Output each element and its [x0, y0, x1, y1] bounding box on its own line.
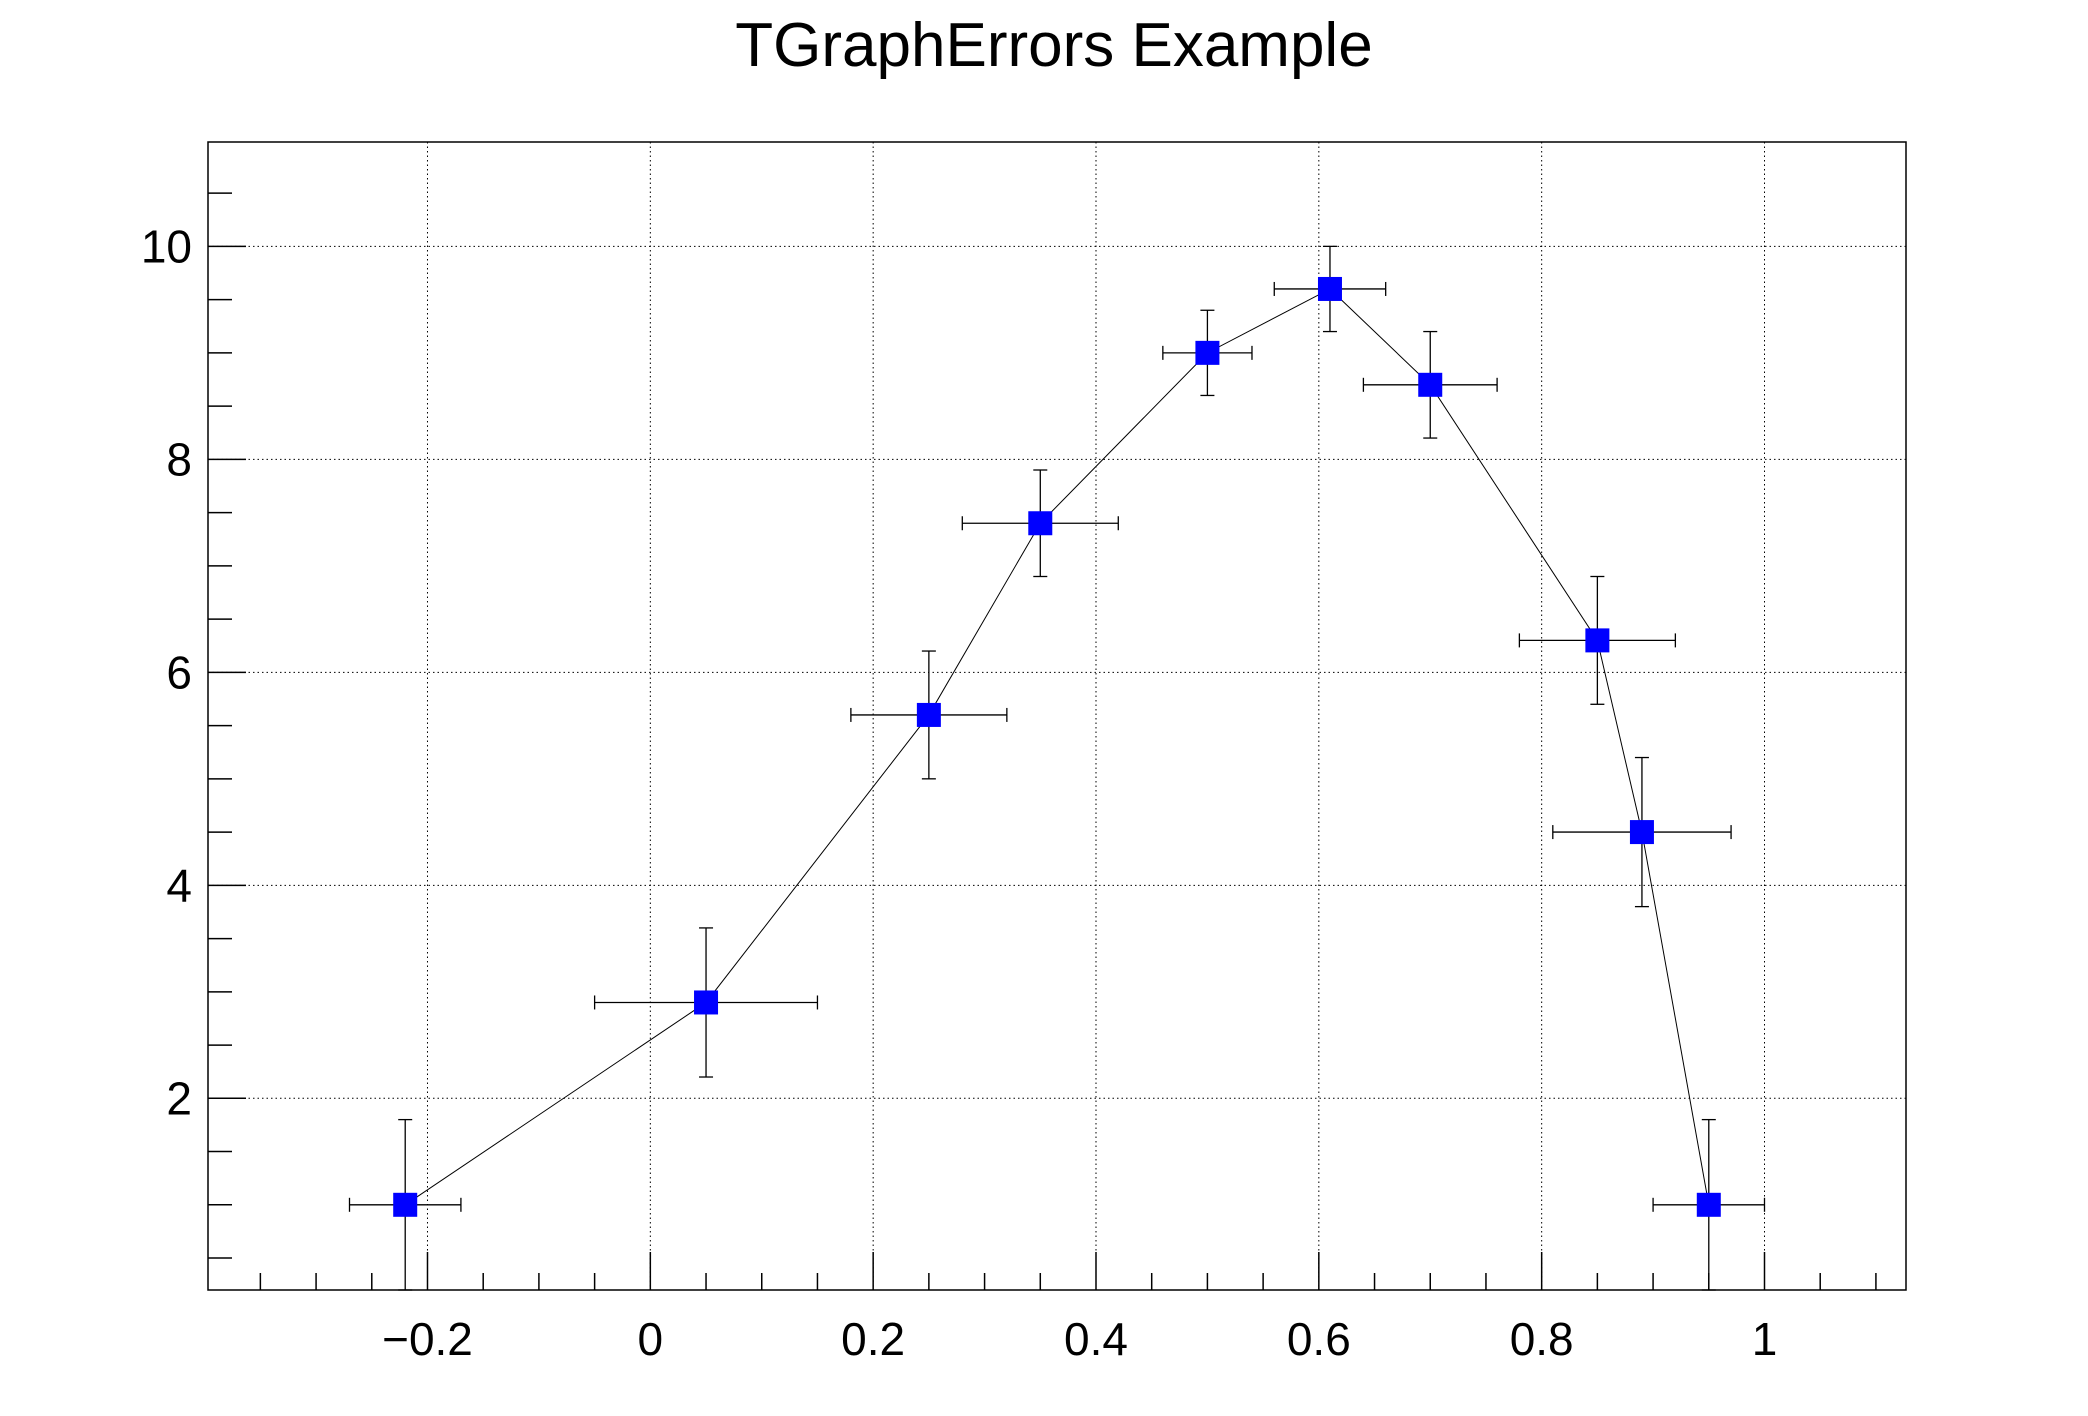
y-tick-label: 10	[141, 220, 192, 272]
square-marker	[1585, 628, 1610, 653]
square-marker	[1418, 372, 1443, 397]
data-point	[1162, 309, 1253, 397]
square-marker	[1028, 511, 1053, 536]
x-tick-label: 1	[1752, 1313, 1778, 1365]
data-point	[348, 1118, 462, 1291]
square-marker	[1629, 820, 1654, 845]
y-tick-label: 8	[166, 433, 192, 485]
y-tick-label: 4	[166, 859, 192, 911]
data-point	[961, 469, 1119, 578]
x-tick-label: 0.2	[841, 1313, 905, 1365]
x-tick-label: 0.6	[1287, 1313, 1351, 1365]
series-line	[404, 288, 1710, 1206]
x-tick-label: −0.2	[382, 1313, 473, 1365]
square-marker	[1195, 340, 1220, 365]
square-marker	[694, 990, 719, 1015]
data-point	[1552, 756, 1732, 908]
y-tick-label: 6	[166, 646, 192, 698]
square-marker	[1696, 1192, 1721, 1217]
data-point	[1518, 575, 1677, 705]
data-point	[1273, 245, 1387, 333]
data-point	[593, 927, 819, 1078]
chart-title: TGraphErrors Example	[735, 11, 1372, 80]
square-marker	[916, 702, 941, 727]
axes: −0.2 0 0.2 0.4 0.6 0.8 1 2 4 6 8 10	[141, 141, 1907, 1365]
series	[348, 245, 1766, 1291]
grid	[208, 142, 1906, 1290]
data-point	[1362, 330, 1498, 439]
x-tick-label: 0.4	[1064, 1313, 1128, 1365]
y-tick-label: 2	[166, 1072, 192, 1124]
plot-frame	[207, 141, 1907, 1291]
square-marker	[393, 1192, 418, 1217]
x-tick-label: 0.8	[1510, 1313, 1574, 1365]
data-point	[850, 650, 1008, 780]
x-tick-label: 0	[638, 1313, 664, 1365]
square-marker	[1317, 276, 1342, 301]
data-point	[1652, 1118, 1766, 1291]
